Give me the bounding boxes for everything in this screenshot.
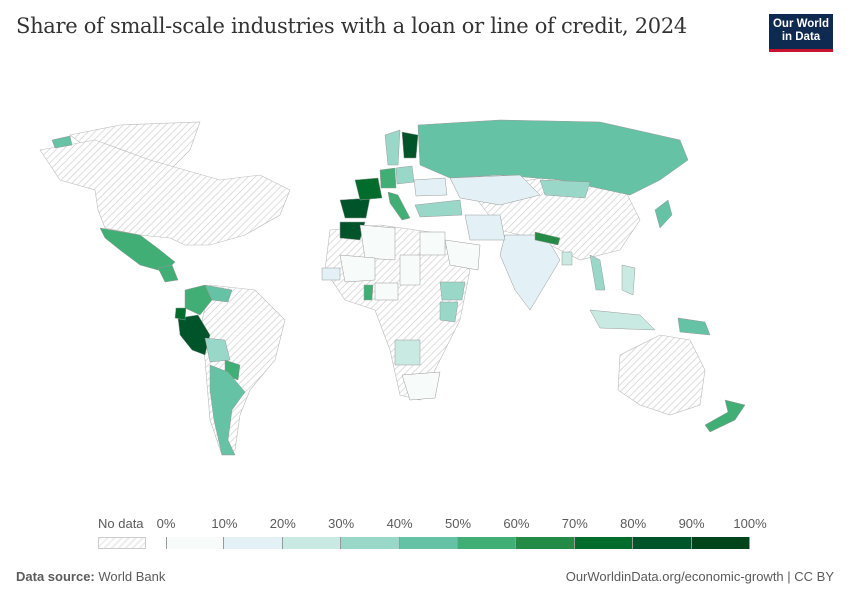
country-japan[interactable] bbox=[654, 199, 673, 229]
logo-line2: in Data bbox=[781, 31, 821, 43]
country-saudi-arabia[interactable] bbox=[444, 239, 481, 271]
country-finland[interactable] bbox=[401, 131, 419, 159]
legend-tick: 100% bbox=[733, 516, 767, 531]
legend-tick: 30% bbox=[328, 516, 355, 531]
legend-bin[interactable] bbox=[516, 537, 575, 549]
country-kazakhstan[interactable] bbox=[449, 174, 541, 206]
color-legend: No data 0% 10% 20% 30% 40% 50% 60% 70% 80% 90% 100… bbox=[0, 516, 850, 556]
country-senegal[interactable] bbox=[321, 267, 341, 281]
country-chad[interactable] bbox=[399, 254, 421, 286]
world-map bbox=[39, 119, 746, 456]
country-india[interactable] bbox=[499, 234, 561, 311]
country-italy[interactable] bbox=[387, 191, 411, 221]
legend-no-data-label: No data bbox=[98, 516, 144, 531]
legend-tick: 90% bbox=[678, 516, 705, 531]
country-mongolia[interactable] bbox=[539, 179, 591, 199]
country-south-africa[interactable] bbox=[401, 371, 441, 401]
country-egypt[interactable] bbox=[419, 231, 446, 256]
country-peru[interactable] bbox=[177, 314, 211, 356]
legend-tick: 80% bbox=[620, 516, 647, 531]
legend-tick: 70% bbox=[561, 516, 588, 531]
country-spain[interactable] bbox=[339, 197, 371, 219]
country-ghana[interactable] bbox=[363, 284, 374, 301]
country-france[interactable] bbox=[354, 177, 383, 201]
country-ukraine[interactable] bbox=[413, 177, 448, 197]
country-venezuela[interactable] bbox=[204, 284, 233, 303]
country-angola[interactable] bbox=[394, 339, 421, 366]
owid-logo[interactable]: Our World in Data bbox=[769, 14, 833, 52]
country-russia[interactable] bbox=[417, 119, 689, 196]
legend-tick: 60% bbox=[503, 516, 530, 531]
legend-bin[interactable] bbox=[458, 537, 517, 549]
country-algeria[interactable] bbox=[359, 224, 396, 261]
country-indonesia[interactable] bbox=[589, 309, 656, 331]
data-source: Data source: World Bank bbox=[16, 569, 165, 584]
country-argentina[interactable] bbox=[209, 364, 246, 456]
country-ecuador[interactable] bbox=[174, 307, 187, 321]
country-sweden[interactable] bbox=[384, 129, 401, 166]
country-vietnam[interactable] bbox=[589, 254, 606, 291]
country-bolivia[interactable] bbox=[204, 337, 231, 363]
source-name: World Bank bbox=[98, 569, 166, 584]
legend-tick: 10% bbox=[211, 516, 238, 531]
country-nigeria[interactable] bbox=[374, 282, 399, 301]
country-nepal[interactable] bbox=[534, 231, 561, 246]
country-kenya[interactable] bbox=[439, 301, 459, 323]
legend-tick: 0% bbox=[156, 516, 176, 531]
legend-bin[interactable] bbox=[282, 537, 342, 549]
country-philippines[interactable] bbox=[621, 264, 636, 296]
country-iran[interactable] bbox=[464, 214, 506, 241]
country-guatemala[interactable] bbox=[157, 264, 179, 283]
legend-no-data-swatch bbox=[98, 537, 146, 549]
chart-title: Share of small-scale industries with a l… bbox=[16, 14, 687, 38]
country-mali[interactable] bbox=[339, 254, 376, 283]
country-bangladesh[interactable] bbox=[561, 251, 573, 266]
country-ethiopia[interactable] bbox=[439, 281, 466, 301]
legend-bin[interactable] bbox=[224, 537, 283, 549]
footer-url[interactable]: OurWorldinData.org/economic-growth | CC … bbox=[565, 569, 834, 584]
australia[interactable] bbox=[617, 334, 706, 416]
country-colombia[interactable] bbox=[184, 284, 213, 316]
legend-tick: 20% bbox=[269, 516, 296, 531]
country-germany[interactable] bbox=[379, 167, 397, 189]
legend-bin[interactable] bbox=[399, 537, 458, 549]
legend-bin[interactable] bbox=[633, 537, 692, 549]
country-turkey[interactable] bbox=[414, 199, 463, 218]
legend-bin[interactable] bbox=[691, 537, 750, 549]
country-new-zealand[interactable] bbox=[704, 399, 746, 433]
logo-line1: Our World bbox=[772, 18, 829, 30]
legend-bin[interactable] bbox=[341, 537, 400, 549]
country-morocco[interactable] bbox=[339, 221, 366, 241]
country-iceland[interactable] bbox=[51, 135, 73, 149]
country-poland[interactable] bbox=[395, 165, 415, 185]
legend-bin[interactable] bbox=[166, 537, 225, 549]
legend-tick: 40% bbox=[386, 516, 413, 531]
source-label: Data source: bbox=[16, 569, 95, 584]
legend-tick: 50% bbox=[444, 516, 472, 531]
country-papua-new-guinea[interactable] bbox=[677, 317, 711, 336]
legend-bin[interactable] bbox=[574, 537, 634, 549]
north-america[interactable] bbox=[39, 139, 291, 246]
